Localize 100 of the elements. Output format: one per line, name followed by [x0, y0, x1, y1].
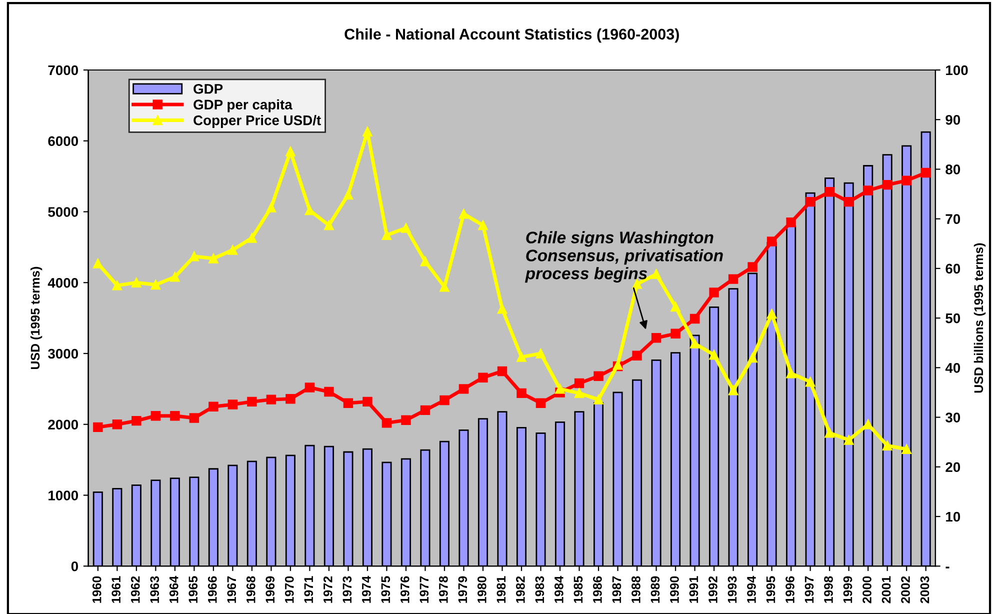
x-tick-label: 1974 — [362, 576, 371, 603]
y2-tick-label: 40 — [945, 362, 960, 373]
point — [304, 382, 315, 392]
x-tick-label: 1981 — [496, 576, 506, 603]
x-tick-label: 1985 — [574, 576, 583, 603]
x-tick-label: 1963 — [150, 576, 160, 603]
point — [170, 410, 180, 421]
point — [304, 205, 315, 216]
x-tick-label: 1999 — [843, 576, 852, 603]
point — [478, 220, 488, 230]
x-tick-label: 1983 — [535, 576, 544, 603]
point — [651, 269, 662, 279]
y-tick-label: 7000 — [48, 65, 78, 76]
point — [247, 233, 257, 243]
y2-axis-title: USD billions (1995 terms) — [974, 243, 986, 393]
point — [420, 405, 430, 416]
x-tick-label: 1969 — [266, 576, 275, 603]
annotation: Chile signs Washington Consensus, privatisation process begins — [524, 231, 723, 283]
point — [440, 395, 450, 406]
x-tick-label: 1975 — [381, 576, 390, 603]
point — [882, 440, 892, 450]
point — [902, 176, 912, 186]
point — [728, 274, 738, 284]
x-tick-label: 1960 — [92, 576, 102, 603]
point — [594, 394, 604, 404]
x-tick-label: 1968 — [246, 576, 256, 603]
point — [170, 272, 180, 282]
y-tick-label: 2000 — [48, 420, 78, 430]
point — [670, 302, 680, 312]
x-tick-label: 1990 — [670, 576, 679, 603]
point — [150, 280, 161, 290]
point — [497, 366, 508, 376]
point — [324, 220, 334, 230]
point — [516, 352, 526, 362]
point — [93, 258, 103, 268]
point — [112, 420, 122, 430]
point — [863, 186, 873, 196]
point — [748, 352, 758, 363]
point — [382, 418, 392, 428]
point — [766, 236, 777, 246]
x-tick-label: 1977 — [420, 576, 429, 603]
point — [266, 202, 276, 212]
y2-tick-label: 60 — [946, 264, 960, 274]
point — [748, 262, 758, 272]
x-tick-label: 1962 — [130, 576, 140, 603]
point — [362, 396, 372, 407]
x-tick-label: 1995 — [766, 576, 776, 603]
point — [286, 146, 296, 156]
x-tick-label: 1997 — [804, 576, 814, 603]
y2-tick-label: 50 — [946, 313, 960, 324]
point — [324, 386, 334, 397]
point — [574, 378, 584, 388]
x-tick-label: 1979 — [458, 576, 468, 603]
y-axis-title: USD (1995 terms) — [30, 266, 42, 370]
x-tick-label: 1964 — [169, 576, 178, 603]
point — [382, 230, 392, 240]
x-tick-label: 2001 — [882, 576, 891, 604]
x-tick-label: 1998 — [824, 576, 833, 603]
point — [458, 209, 469, 219]
point — [478, 372, 488, 382]
point — [709, 288, 719, 298]
x-tick-label: 2003 — [920, 576, 930, 604]
x-tick-label: 1971 — [304, 576, 314, 603]
point — [690, 338, 700, 348]
point — [150, 410, 161, 421]
point — [786, 218, 796, 228]
point — [343, 398, 354, 408]
point — [594, 371, 604, 382]
x-tick-label: 1982 — [516, 576, 525, 603]
y2-tick-label: 70 — [946, 214, 960, 224]
point — [228, 400, 238, 410]
y2-tick-label: 80 — [946, 164, 960, 174]
chart-title: Chile - National Account Statistics (1960-2003) — [344, 28, 679, 43]
x-tick-label: 1980 — [477, 576, 486, 603]
point — [208, 254, 218, 264]
x-tick-label: 1961 — [112, 576, 121, 603]
point — [805, 376, 816, 387]
point — [362, 126, 372, 137]
point — [766, 308, 777, 319]
x-tick-label: 1987 — [612, 576, 622, 603]
y2-tick-label: 30 — [945, 412, 960, 422]
x-tick-label: 1966 — [208, 576, 217, 603]
x-tick-label: 1991 — [689, 576, 698, 603]
y2-tick-label: 90 — [946, 114, 960, 125]
point — [651, 333, 662, 343]
point — [401, 223, 411, 233]
point — [805, 196, 816, 207]
point — [189, 413, 200, 423]
x-tick-label: 1978 — [438, 576, 448, 603]
x-tick-label: 1972 — [323, 576, 332, 603]
point — [189, 252, 200, 262]
legend-label: GDP — [194, 84, 223, 94]
point — [93, 422, 103, 432]
point — [574, 388, 584, 398]
point — [555, 384, 565, 394]
y-tick-label: 0 — [71, 561, 78, 572]
point — [266, 394, 276, 404]
point — [247, 396, 257, 407]
point — [786, 368, 796, 378]
x-tick-label: 1996 — [786, 576, 794, 603]
